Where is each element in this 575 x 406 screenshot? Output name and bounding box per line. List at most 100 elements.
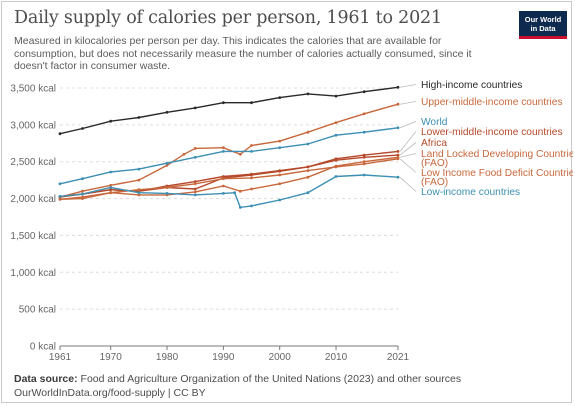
- series-point: [222, 177, 225, 181]
- x-tick-label: 1990: [212, 352, 235, 363]
- series-point: [109, 191, 113, 195]
- series-label: (FAO): [421, 177, 448, 188]
- y-tick-label: 2,000 kcal: [10, 194, 56, 205]
- series-point: [306, 165, 310, 169]
- series-point: [306, 142, 310, 146]
- series-label: Low Income Food Deficit Countries: [421, 168, 573, 179]
- series-point: [238, 206, 242, 209]
- series-label: Africa: [421, 138, 447, 149]
- series-point: [109, 183, 113, 187]
- series-point: [109, 119, 113, 123]
- label-leader-line: [399, 142, 417, 156]
- series-point: [165, 110, 169, 114]
- series-point: [193, 193, 197, 197]
- series-line: [59, 86, 399, 135]
- y-tick-label: 2,500 kcal: [10, 157, 56, 168]
- x-tick-label: 2000: [269, 352, 292, 363]
- series-point: [396, 102, 400, 106]
- series-point: [250, 187, 253, 191]
- series-point: [58, 132, 62, 136]
- series-point: [306, 92, 310, 96]
- series-point: [306, 191, 310, 195]
- series-point: [306, 169, 310, 173]
- series-point: [238, 189, 242, 193]
- source-line: Data source: Food and Agriculture Organi…: [14, 372, 554, 386]
- series-point: [278, 182, 282, 186]
- series-point: [396, 175, 400, 179]
- series-label: World: [421, 117, 448, 128]
- series-point: [81, 189, 84, 193]
- series-point: [137, 178, 141, 182]
- series-point: [362, 160, 366, 164]
- series-point: [193, 147, 197, 150]
- series-point: [278, 96, 282, 99]
- series-point: [362, 112, 366, 116]
- series-point: [334, 165, 338, 169]
- label-leader-line: [399, 131, 417, 152]
- series-point: [193, 182, 197, 186]
- series-label: Lower-middle-income countries: [421, 127, 563, 138]
- series-point: [278, 139, 282, 143]
- logo-line2: in Data: [530, 24, 556, 33]
- owid-logo[interactable]: Our World in Data: [519, 11, 567, 39]
- series-point: [81, 127, 84, 130]
- series-point: [193, 180, 197, 184]
- y-tick-label: 3,500 kcal: [10, 84, 56, 95]
- series-point: [396, 157, 400, 161]
- footer-url[interactable]: OurWorldInData.org/food-supply | CC BY: [14, 387, 206, 399]
- series-point: [222, 184, 225, 188]
- series-point: [58, 182, 62, 186]
- series-point: [81, 192, 84, 196]
- series-point: [250, 176, 253, 180]
- series-point: [137, 191, 141, 195]
- x-tick-label: 2010: [325, 352, 348, 363]
- series-point: [362, 162, 366, 166]
- x-tick-label: 1970: [100, 352, 123, 363]
- series-point: [81, 197, 84, 201]
- series-point: [222, 150, 225, 153]
- series-point: [193, 190, 197, 194]
- series-point: [334, 133, 338, 137]
- series-point: [278, 173, 282, 177]
- series-point: [334, 175, 338, 178]
- label-leader-line: [399, 84, 417, 88]
- series-point: [250, 173, 253, 177]
- series-point: [278, 169, 282, 173]
- series-point: [58, 195, 62, 198]
- series-point: [165, 186, 169, 189]
- x-tick-label: 1961: [49, 352, 72, 363]
- series-point: [250, 101, 253, 105]
- series-point: [222, 146, 225, 150]
- series-point: [362, 173, 366, 177]
- label-leader-line: [399, 121, 417, 129]
- series-point: [250, 150, 253, 153]
- label-leader-line: [399, 158, 417, 173]
- series-point: [137, 188, 141, 192]
- series-point: [137, 193, 141, 197]
- series-point: [362, 90, 366, 94]
- series-point: [306, 130, 310, 134]
- chart-subtitle: Measured in kilocalories per person per …: [14, 35, 472, 73]
- label-leader-line: [399, 176, 417, 192]
- y-tick-label: 0 kcal: [30, 342, 56, 353]
- series-point: [81, 177, 84, 181]
- y-tick-label: 500 kcal: [19, 305, 56, 316]
- y-tick-label: 3,000 kcal: [10, 120, 56, 131]
- series-point: [165, 164, 169, 167]
- series-point: [396, 153, 400, 157]
- series-point: [334, 121, 338, 124]
- series-point: [193, 187, 197, 191]
- series-point: [278, 146, 282, 150]
- series-point: [238, 152, 242, 156]
- series-point: [396, 150, 400, 153]
- y-tick-label: 1,500 kcal: [10, 231, 56, 242]
- series-point: [362, 130, 366, 134]
- series-point: [222, 101, 225, 105]
- series-label: High-income countries: [421, 80, 522, 91]
- series-point: [233, 191, 237, 195]
- series-point: [193, 106, 197, 110]
- series-point: [222, 192, 225, 195]
- series-point: [109, 186, 113, 189]
- series-point: [278, 198, 282, 202]
